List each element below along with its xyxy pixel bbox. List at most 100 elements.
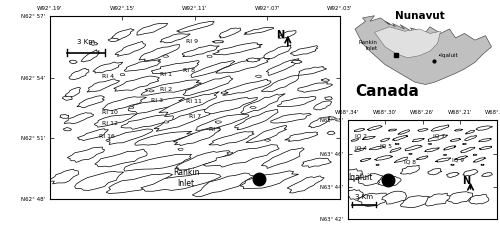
Polygon shape	[178, 148, 183, 151]
Polygon shape	[431, 125, 449, 131]
Text: RI 5: RI 5	[210, 127, 222, 132]
Text: 3 Km: 3 Km	[77, 39, 95, 45]
Polygon shape	[278, 96, 316, 107]
Polygon shape	[374, 27, 440, 58]
Polygon shape	[128, 106, 134, 108]
Polygon shape	[141, 80, 202, 95]
Polygon shape	[416, 156, 428, 160]
Polygon shape	[77, 96, 104, 108]
Polygon shape	[203, 145, 279, 167]
Polygon shape	[390, 148, 401, 152]
Polygon shape	[215, 121, 222, 123]
Polygon shape	[476, 126, 492, 131]
Polygon shape	[479, 138, 492, 142]
Polygon shape	[328, 117, 336, 120]
Polygon shape	[139, 45, 179, 61]
Polygon shape	[367, 126, 382, 131]
Polygon shape	[121, 115, 174, 129]
Polygon shape	[120, 73, 125, 76]
Polygon shape	[134, 131, 194, 145]
Polygon shape	[246, 58, 260, 62]
Polygon shape	[362, 136, 376, 140]
Polygon shape	[428, 135, 448, 141]
Polygon shape	[90, 42, 98, 45]
Text: Nunavut: Nunavut	[394, 11, 444, 21]
Polygon shape	[392, 135, 408, 140]
Polygon shape	[408, 153, 412, 155]
Polygon shape	[244, 27, 274, 34]
Polygon shape	[450, 164, 454, 165]
Polygon shape	[209, 132, 254, 146]
Polygon shape	[50, 169, 78, 184]
Polygon shape	[262, 75, 298, 92]
Polygon shape	[428, 169, 442, 175]
Polygon shape	[151, 61, 200, 74]
Polygon shape	[234, 109, 278, 130]
Text: IQ 2: IQ 2	[355, 134, 367, 139]
Polygon shape	[164, 121, 168, 123]
Polygon shape	[266, 59, 300, 76]
Polygon shape	[60, 114, 69, 118]
Polygon shape	[149, 90, 154, 92]
Polygon shape	[87, 79, 120, 92]
Polygon shape	[112, 29, 134, 40]
Polygon shape	[78, 129, 108, 141]
Polygon shape	[114, 76, 160, 91]
Polygon shape	[298, 67, 326, 75]
Text: 3 Km: 3 Km	[355, 194, 373, 200]
Polygon shape	[298, 83, 332, 92]
Polygon shape	[278, 31, 296, 39]
Polygon shape	[388, 129, 396, 131]
Text: RI 8: RI 8	[184, 68, 196, 73]
Polygon shape	[382, 191, 406, 204]
Polygon shape	[380, 138, 390, 142]
Text: RI 4: RI 4	[102, 74, 115, 79]
Polygon shape	[462, 170, 478, 176]
Polygon shape	[450, 138, 461, 141]
Text: IQ 5: IQ 5	[380, 143, 392, 149]
Polygon shape	[327, 131, 335, 135]
Polygon shape	[369, 146, 384, 150]
Polygon shape	[106, 139, 110, 142]
Polygon shape	[479, 146, 492, 150]
Polygon shape	[183, 76, 233, 95]
Polygon shape	[62, 97, 72, 100]
Polygon shape	[360, 158, 371, 162]
Polygon shape	[191, 61, 235, 78]
Polygon shape	[95, 149, 147, 167]
Polygon shape	[405, 145, 422, 151]
Polygon shape	[342, 169, 363, 180]
Polygon shape	[207, 55, 212, 58]
Polygon shape	[324, 97, 332, 100]
Polygon shape	[227, 152, 233, 154]
Polygon shape	[240, 171, 298, 189]
Polygon shape	[106, 173, 172, 193]
Polygon shape	[141, 173, 221, 191]
Polygon shape	[466, 130, 474, 134]
Polygon shape	[136, 23, 168, 35]
Text: IQ 7: IQ 7	[433, 134, 445, 139]
Polygon shape	[256, 75, 262, 78]
Polygon shape	[176, 151, 230, 170]
Polygon shape	[351, 139, 358, 141]
Text: RI 16: RI 16	[100, 134, 115, 139]
Polygon shape	[124, 59, 160, 71]
Polygon shape	[426, 193, 452, 206]
Polygon shape	[308, 116, 330, 128]
Polygon shape	[271, 113, 312, 123]
Polygon shape	[482, 173, 492, 177]
Polygon shape	[216, 58, 270, 73]
Polygon shape	[444, 154, 446, 155]
Text: RI 2: RI 2	[160, 87, 172, 92]
Polygon shape	[412, 138, 424, 142]
Text: RI 11: RI 11	[186, 99, 202, 104]
Polygon shape	[395, 143, 399, 145]
Polygon shape	[354, 148, 364, 152]
Text: Canada: Canada	[355, 84, 419, 99]
Polygon shape	[196, 114, 249, 130]
Text: IQ 8: IQ 8	[404, 159, 416, 164]
Polygon shape	[212, 43, 262, 55]
Polygon shape	[284, 132, 318, 141]
Polygon shape	[400, 165, 419, 174]
Polygon shape	[154, 109, 210, 131]
